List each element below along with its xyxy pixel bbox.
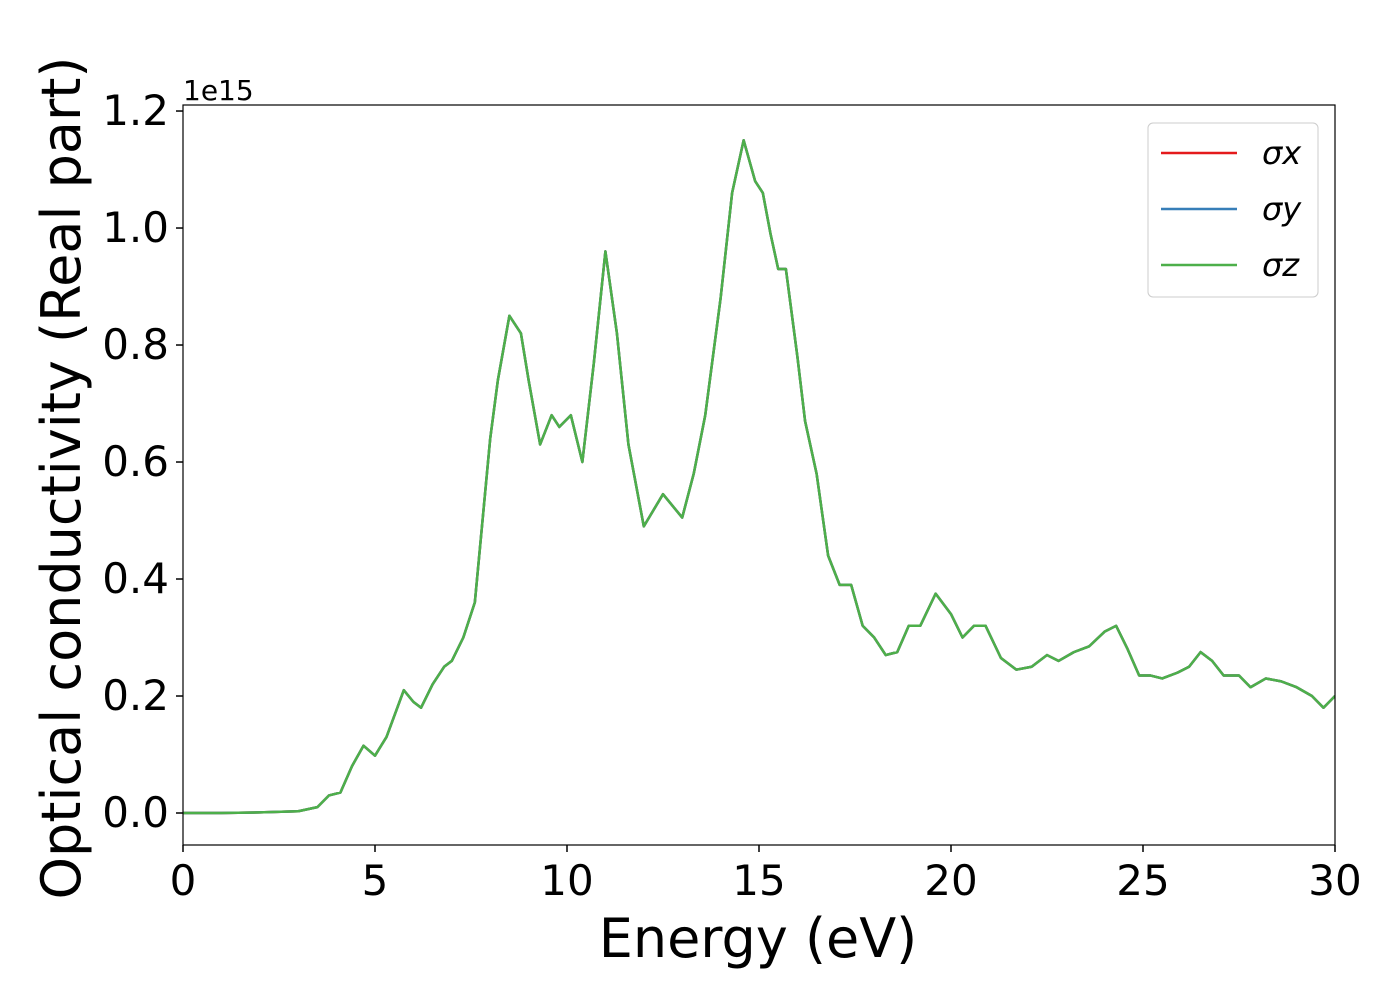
- x-axis-label: Energy (eV): [599, 907, 918, 970]
- y-tick-label: 1.0: [102, 203, 169, 252]
- y-tick-label: 0.4: [102, 554, 169, 603]
- offset-label: 1e15: [183, 74, 254, 107]
- x-tick-label: 30: [1308, 856, 1361, 905]
- x-tick-label: 0: [170, 856, 197, 905]
- y-tick-label: 0.0: [102, 788, 169, 837]
- x-tick-label: 5: [362, 856, 389, 905]
- y-tick-label: 0.6: [102, 437, 169, 486]
- x-tick-label: 25: [1116, 856, 1169, 905]
- legend-label: σz: [1262, 246, 1300, 284]
- series-line: [183, 139, 1335, 815]
- y-tick-label: 1.2: [102, 86, 169, 135]
- x-tick-label: 10: [540, 856, 593, 905]
- y-tick-label: 0.8: [102, 320, 169, 369]
- plot-frame: [182, 104, 1336, 846]
- legend-label: σy: [1262, 190, 1302, 228]
- y-axis-label: Optical conductivity (Real part): [30, 57, 93, 900]
- y-tick-label: 0.2: [102, 671, 169, 720]
- x-tick-label: 20: [924, 856, 977, 905]
- x-tick-label: 15: [732, 856, 785, 905]
- legend-label: σx: [1262, 134, 1302, 172]
